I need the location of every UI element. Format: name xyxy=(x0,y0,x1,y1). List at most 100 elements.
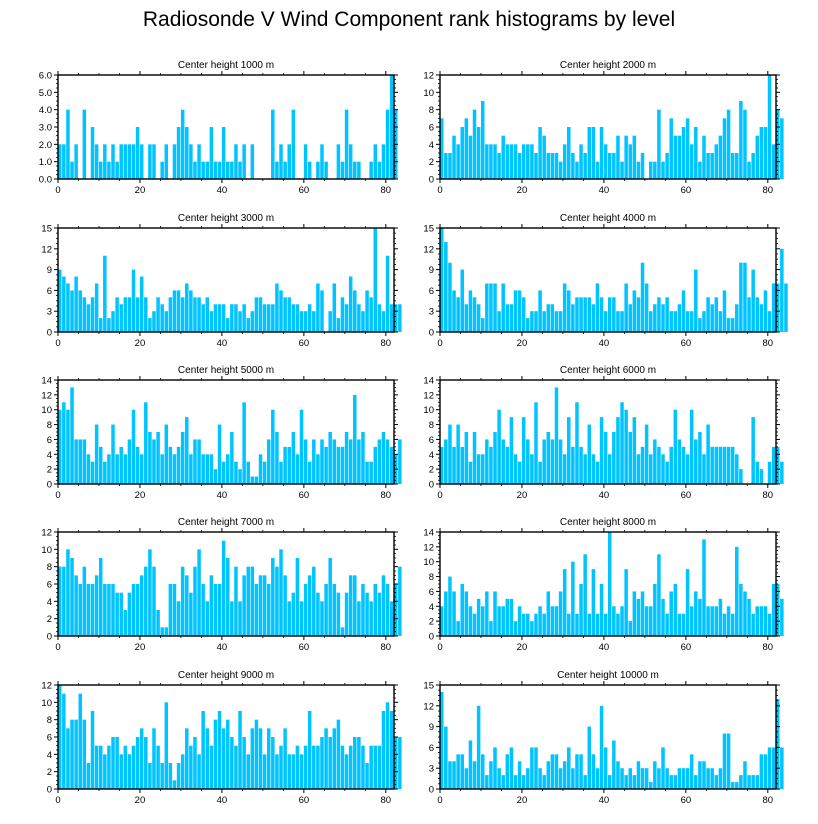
histogram-bar xyxy=(348,276,353,332)
histogram-bar xyxy=(135,446,140,484)
histogram-bar xyxy=(464,304,469,332)
histogram-bar xyxy=(657,446,661,484)
histogram-bar xyxy=(250,144,255,179)
y-tick-label: 0 xyxy=(429,632,434,643)
histogram-bar xyxy=(735,153,739,179)
histogram-bar xyxy=(780,747,784,789)
histogram-bar xyxy=(632,591,637,636)
y-tick-label: 8 xyxy=(47,562,52,573)
histogram-bar xyxy=(221,461,226,484)
histogram-bar xyxy=(485,283,489,332)
histogram-bar xyxy=(287,297,291,332)
histogram-bar xyxy=(238,711,242,789)
histogram-bar xyxy=(534,153,538,179)
histogram-bar xyxy=(275,161,279,179)
histogram-bar xyxy=(579,584,583,636)
histogram-bar xyxy=(677,439,682,484)
histogram-bar xyxy=(550,439,555,484)
histogram-bar xyxy=(480,454,485,484)
histogram-bar xyxy=(226,719,230,789)
histogram-bar xyxy=(571,153,575,179)
histogram-bar xyxy=(123,297,128,332)
histogram-bar xyxy=(369,297,373,332)
histogram-bar xyxy=(505,598,510,636)
histogram-bar xyxy=(636,297,641,332)
histogram-bar xyxy=(131,269,136,332)
histogram-bar xyxy=(152,311,156,332)
histogram-bar xyxy=(562,761,567,789)
y-tick-label: 6 xyxy=(429,286,434,297)
histogram-bar xyxy=(144,402,148,484)
histogram-bar xyxy=(271,409,275,484)
y-tick-label: 6 xyxy=(47,733,52,744)
histogram-bar xyxy=(616,613,620,636)
histogram-bar xyxy=(505,144,510,179)
histogram-bar xyxy=(497,409,501,484)
histogram-bar xyxy=(320,737,324,789)
histogram-bar xyxy=(381,575,386,636)
histogram-bar xyxy=(320,144,324,179)
histogram-bar xyxy=(369,601,373,636)
histogram-bar xyxy=(505,446,510,484)
histogram-bar xyxy=(718,446,723,484)
x-tick-label: 60 xyxy=(299,642,310,653)
x-tick-label: 20 xyxy=(517,338,528,349)
histogram-bar xyxy=(148,144,152,179)
histogram-bar xyxy=(373,584,378,636)
histogram-bar xyxy=(90,711,95,789)
histogram-bar xyxy=(283,297,287,332)
histogram-bar xyxy=(139,728,144,789)
histogram-bar xyxy=(726,318,731,332)
histogram-bar xyxy=(111,424,115,484)
histogram-bar xyxy=(460,127,464,179)
histogram-bar xyxy=(332,728,337,789)
histogram-bar xyxy=(250,728,255,789)
panel-2: Center height 2000 m 0 2 4 6 8 10 12 0 20 40 60 80 xyxy=(423,60,784,196)
histogram-bar xyxy=(103,754,107,789)
histogram-bar xyxy=(612,153,616,179)
histogram-bar xyxy=(542,613,546,636)
histogram-bar xyxy=(632,775,637,789)
histogram-bar xyxy=(747,775,751,789)
histogram-bar xyxy=(722,446,727,484)
histogram-bar xyxy=(648,454,653,484)
histogram-bar xyxy=(681,768,686,789)
histogram-bar xyxy=(119,754,123,789)
histogram-bar xyxy=(644,283,649,332)
histogram-bar xyxy=(448,153,452,179)
histogram-bar xyxy=(509,598,514,636)
histogram-bar xyxy=(648,311,653,332)
histogram-bar xyxy=(266,728,271,789)
histogram-bar xyxy=(66,109,70,179)
histogram-bar xyxy=(62,566,66,636)
histogram-bar xyxy=(119,144,123,179)
histogram-bar xyxy=(213,584,218,636)
histogram-bar xyxy=(103,255,107,332)
y-tick-label: 10 xyxy=(423,405,434,416)
y-tick-label: 4 xyxy=(47,750,52,761)
histogram-bar xyxy=(176,290,181,332)
histogram-bar xyxy=(324,446,328,484)
y-tick-label: 2 xyxy=(47,614,52,625)
histogram-bar xyxy=(489,761,493,789)
y-tick-label: 12 xyxy=(423,244,434,255)
histogram-bar xyxy=(340,446,345,484)
histogram-bar xyxy=(493,144,497,179)
histogram-bar xyxy=(389,711,394,789)
histogram-bar xyxy=(480,754,485,789)
histogram-bar xyxy=(575,754,579,789)
histogram-bar xyxy=(747,598,751,636)
histogram-bar xyxy=(119,304,123,332)
histogram-bar xyxy=(620,768,624,789)
y-tick-label: 12 xyxy=(423,390,434,401)
histogram-bar xyxy=(714,775,719,789)
histogram-bar xyxy=(603,311,608,332)
histogram-bar xyxy=(160,763,164,789)
histogram-bar xyxy=(213,469,218,484)
panel-5: Center height 5000 m 0 2 4 6 8 10 12 14 0 20 40 60 80 xyxy=(41,365,402,501)
histogram-bar xyxy=(591,127,596,179)
histogram-bar xyxy=(480,606,485,636)
histogram-bar xyxy=(217,304,222,332)
histogram-bar xyxy=(62,693,66,789)
